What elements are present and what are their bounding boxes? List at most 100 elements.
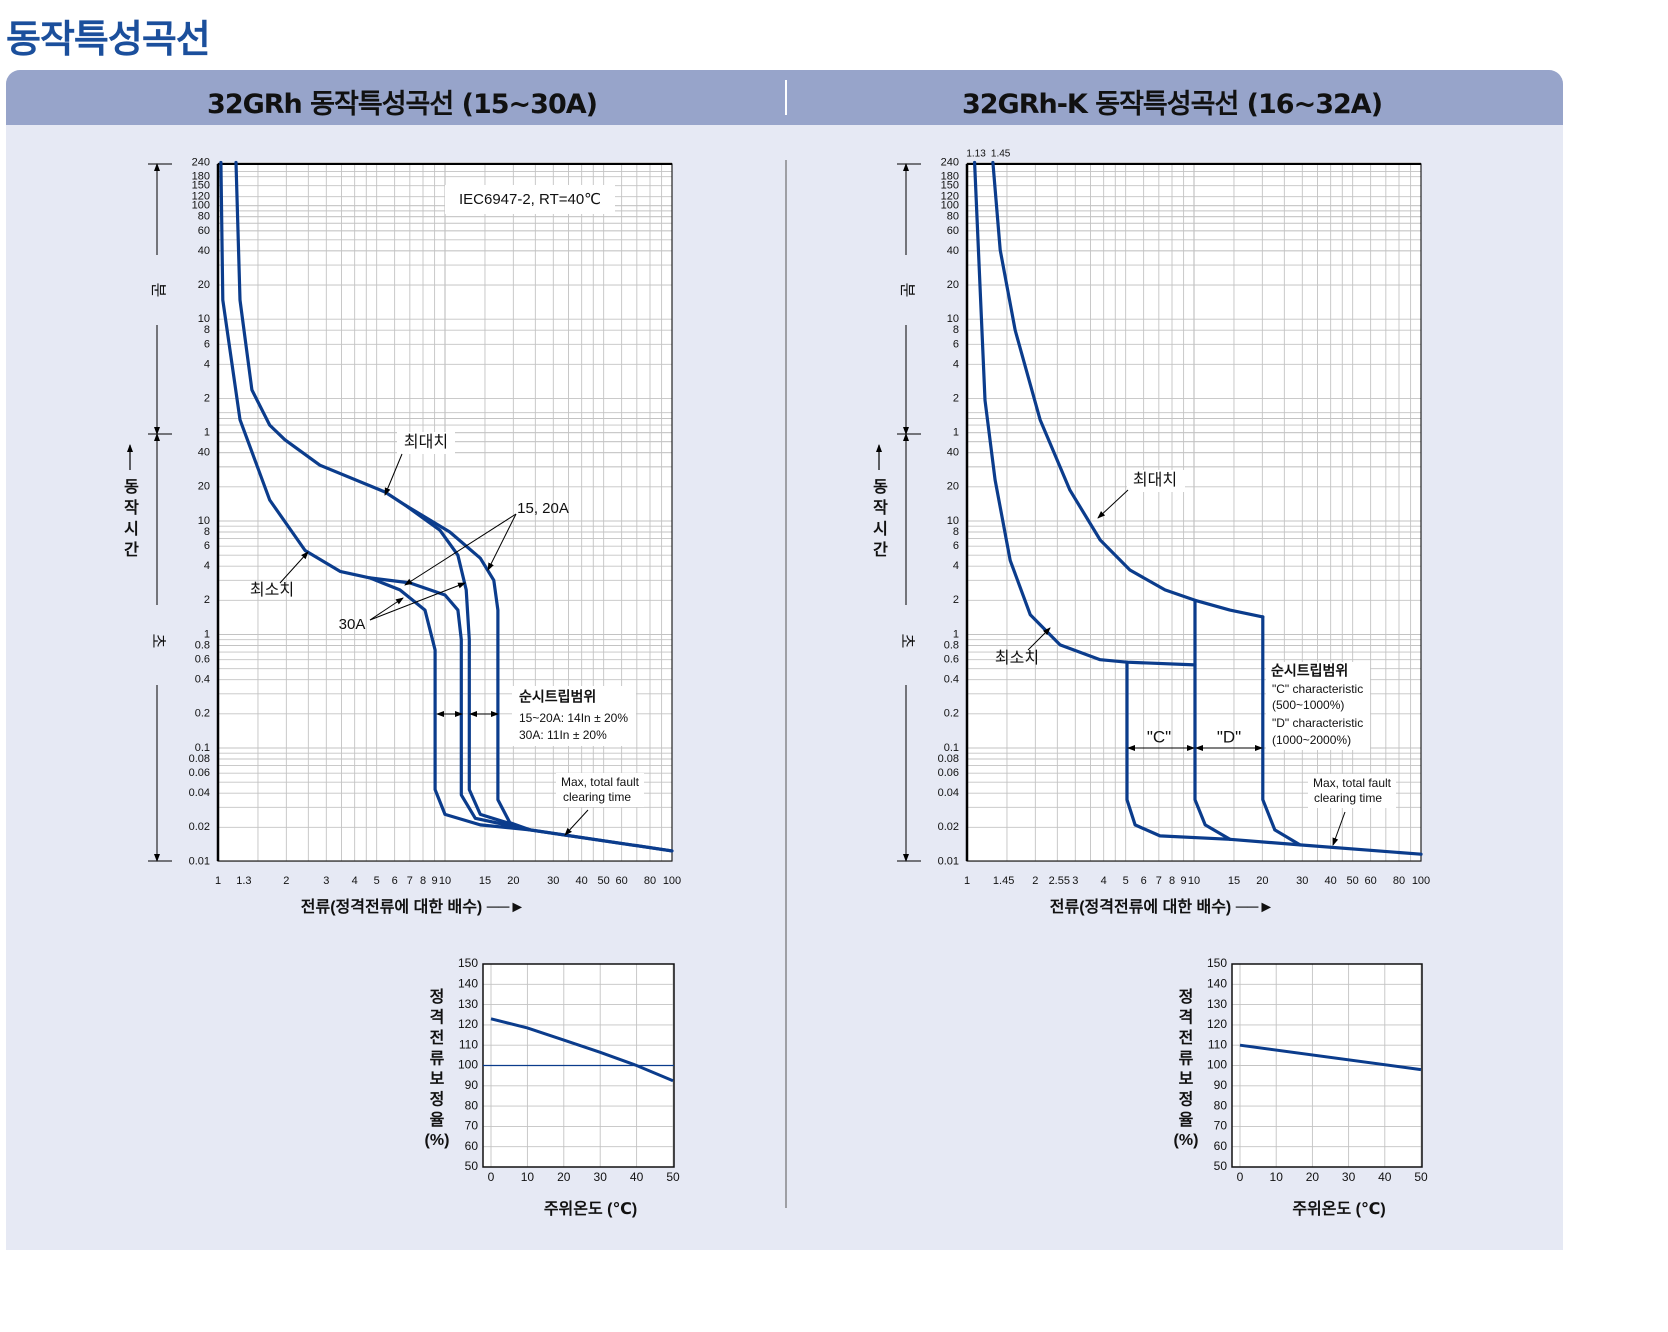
left-derating-y-tick: 150 xyxy=(458,956,478,970)
right-y-tick-label: 10 xyxy=(947,313,959,325)
left-y-tick-label: 10 xyxy=(198,313,210,325)
right-y-tick-label: 10 xyxy=(947,515,959,527)
left-curve-최소치-30A xyxy=(219,160,674,853)
right-derating-y-tick: 90 xyxy=(1214,1078,1228,1092)
right-seconds-unit-label: 초 xyxy=(898,634,916,649)
right-y-tick-label: 0.6 xyxy=(944,654,959,666)
left-y-tick-label: 0.2 xyxy=(195,708,210,720)
left-y-tick-label: 0.1 xyxy=(195,742,210,754)
left-x-tick-label: 3 xyxy=(323,875,329,887)
left-x-tick-label: 8 xyxy=(420,875,426,887)
right-derating-y-label-char: 정 xyxy=(1179,1091,1194,1109)
right-x-tick-label: 9 xyxy=(1181,875,1187,887)
left-derating-y-label-char: 격 xyxy=(430,1009,445,1027)
left-x-tick-label: 7 xyxy=(407,875,413,887)
right-x-tick-label: 15 xyxy=(1228,875,1240,887)
left-derating-y-tick: 100 xyxy=(458,1058,478,1072)
right-x-tick-label: 5 xyxy=(1123,875,1129,887)
right-x-axis-label: 전류(정격전류에 대한 배수) ──► xyxy=(1050,897,1274,916)
standard-label: IEC6947-2, RT=40℃ xyxy=(459,191,601,208)
fault-leader xyxy=(564,809,589,836)
left-y-tick-label: 2 xyxy=(204,392,210,404)
fault-leader xyxy=(1332,811,1346,846)
left-x-tick-label: 40 xyxy=(576,875,588,887)
left-y-tick-label: 0.01 xyxy=(189,855,210,867)
left-x-tick-label: 5 xyxy=(374,875,380,887)
left-y-tick-label: 240 xyxy=(192,156,210,168)
right-y-tick-label: 0.02 xyxy=(938,821,959,833)
trip-range-title: 순시트립범위 xyxy=(1271,663,1348,679)
right-x-tick-label: 3 xyxy=(1072,875,1078,887)
right-x-tick-label: 1 xyxy=(964,875,970,887)
right-y-tick-label: 0.8 xyxy=(944,639,959,651)
left-x-tick-label: 1 xyxy=(215,875,221,887)
right-top-marker-label: 1.13 xyxy=(966,149,986,160)
left-y-tick-label: 100 xyxy=(192,200,210,212)
right-derating-y-tick: 60 xyxy=(1214,1139,1228,1153)
right-x-tick-label: 2.55 xyxy=(1049,875,1070,887)
right-derating-x-tick: 10 xyxy=(1270,1170,1284,1184)
right-y-tick-label: 1 xyxy=(953,427,959,439)
left-x-tick-label: 20 xyxy=(507,875,519,887)
right-y-tick-label: 20 xyxy=(947,279,959,291)
fault-label-box xyxy=(556,773,644,807)
right-y-tick-label: 60 xyxy=(947,225,959,237)
right-y-axis-label: 동작시간 xyxy=(870,478,889,562)
left-y-tick-label: 8 xyxy=(204,526,210,538)
right-x-tick-label: 8 xyxy=(1169,875,1175,887)
right-y-tick-label: 6 xyxy=(953,540,959,552)
right-derating-y-tick: 110 xyxy=(1208,1037,1227,1051)
right-y-tick-label: 4 xyxy=(953,358,959,370)
right-x-tick-label: 40 xyxy=(1325,875,1337,887)
right-x-tick-label: 6 xyxy=(1141,875,1147,887)
left-y-tick-label: 40 xyxy=(198,447,210,459)
leader-30A xyxy=(369,582,466,621)
header-divider xyxy=(785,80,787,115)
left-x-tick-label: 2 xyxy=(283,875,289,887)
right-derating-curve xyxy=(1239,1043,1422,1072)
right-y-tick-label: 40 xyxy=(947,447,959,459)
left-derating-y-tick: 90 xyxy=(465,1078,479,1092)
right-x-tick-label: 30 xyxy=(1296,875,1308,887)
left-y-tick-label: 180 xyxy=(192,171,210,183)
left-y-tick-label: 150 xyxy=(192,180,210,192)
left-y-tick-label: 0.08 xyxy=(189,753,210,765)
right-x-tick-label: 4 xyxy=(1101,875,1107,887)
right-y-tick-label: 80 xyxy=(947,211,959,223)
left-derating-y-label-char: 율 xyxy=(430,1111,445,1129)
left-derating-y-tick: 120 xyxy=(458,1017,478,1031)
left-derating-y-tick: 50 xyxy=(465,1159,479,1173)
right-y-tick-label: 1 xyxy=(953,628,959,640)
left-derating-y-label-unit: (%) xyxy=(425,1132,450,1149)
right-derating-x-tick: 0 xyxy=(1237,1170,1244,1184)
left-derating-y-tick: 70 xyxy=(465,1119,479,1133)
left-y-tick-label: 6 xyxy=(204,338,210,350)
d-range-label: "D" xyxy=(1217,727,1241,746)
left-y-tick-label: 10 xyxy=(198,515,210,527)
right-derating-y-label-char: 전 xyxy=(1179,1029,1194,1047)
min-leader xyxy=(1027,627,1051,651)
right-y-tick-label: 0.04 xyxy=(938,787,959,799)
right-curve-D-순시-10In xyxy=(1193,598,1232,841)
left-y-tick-label: 0.06 xyxy=(189,767,210,779)
right-derating-x-label: 주위온도 (℃) xyxy=(1292,1200,1385,1218)
right-derating-y-tick: 80 xyxy=(1214,1098,1228,1112)
right-derating-y-tick: 130 xyxy=(1207,997,1227,1011)
right-x-tick-label: 100 xyxy=(1412,875,1430,887)
fault-label: clearing time xyxy=(1314,791,1382,805)
right-y-tick-label: 0.06 xyxy=(938,767,959,779)
right-y-tick-label: 240 xyxy=(941,156,959,168)
right-x-tick-label: 2 xyxy=(1032,875,1038,887)
left-x-tick-label: 10 xyxy=(439,875,451,887)
right-derating-y-label-char: 류 xyxy=(1179,1050,1194,1068)
left-y-tick-label: 120 xyxy=(192,191,210,203)
left-y-tick-label: 0.8 xyxy=(195,639,210,651)
left-x-tick-label: 60 xyxy=(616,875,628,887)
left-y-tick-label: 0.04 xyxy=(189,787,210,799)
left-y-tick-label: 8 xyxy=(204,324,210,336)
right-x-tick-label: 1.45 xyxy=(993,875,1014,887)
left-y-tick-label: 1 xyxy=(204,427,210,439)
right-derating-y-tick: 100 xyxy=(1207,1058,1227,1072)
right-derating-x-tick: 50 xyxy=(1414,1170,1428,1184)
right-y-tick-label: 8 xyxy=(953,324,959,336)
